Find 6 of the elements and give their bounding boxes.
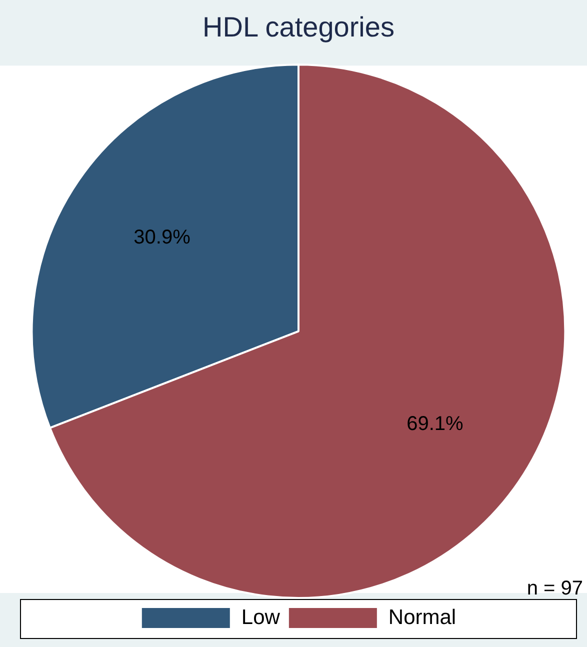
data-label: 69.1% <box>406 413 464 436</box>
text: n = 97 <box>526 578 583 600</box>
legend-label: Normal <box>388 606 456 629</box>
legend-label: Low <box>241 606 281 629</box>
data-label: 30.9% <box>134 226 191 248</box>
chart-title: HDL categories <box>202 12 394 43</box>
